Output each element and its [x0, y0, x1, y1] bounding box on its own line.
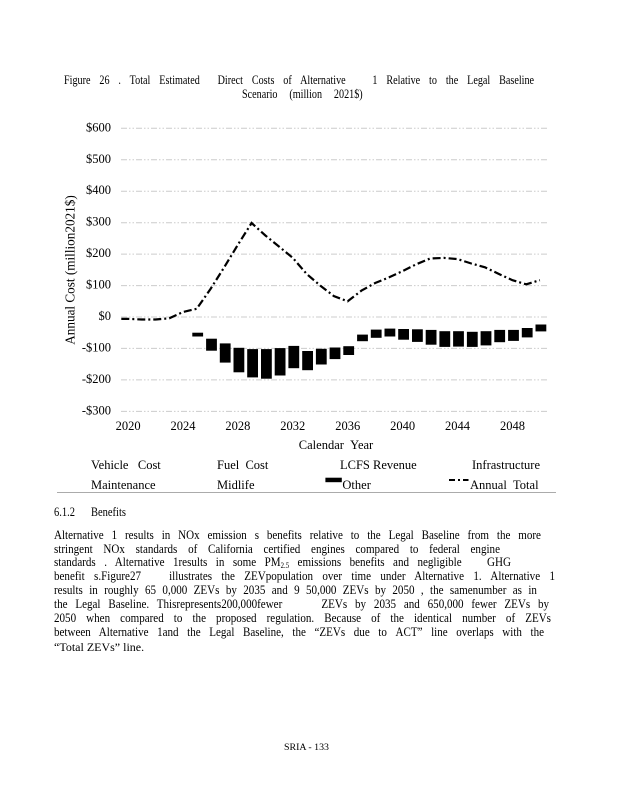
svg-text:$500: $500 — [86, 152, 111, 166]
svg-text:$300: $300 — [86, 215, 111, 229]
svg-text:$200: $200 — [86, 246, 111, 260]
svg-text:2040: 2040 — [390, 419, 415, 433]
svg-text:LCFS Revenue: LCFS Revenue — [340, 458, 417, 472]
svg-text:Midlife: Midlife — [217, 478, 255, 492]
svg-text:Vehicle Cost: Vehicle Cost — [91, 458, 161, 472]
svg-text:Maintenance: Maintenance — [91, 478, 156, 492]
svg-text:-$200: -$200 — [82, 372, 111, 386]
svg-text:Annual Cost (million2021$): Annual Cost (million2021$) — [63, 195, 78, 344]
svg-text:2044: 2044 — [445, 419, 471, 433]
svg-text:Other: Other — [342, 478, 371, 492]
svg-text:-$100: -$100 — [82, 340, 111, 354]
svg-text:2048: 2048 — [500, 419, 525, 433]
svg-text:$0: $0 — [99, 309, 112, 323]
svg-text:2020: 2020 — [116, 419, 141, 433]
svg-text:2036: 2036 — [335, 419, 360, 433]
svg-text:Fuel Cost: Fuel Cost — [217, 458, 269, 472]
svg-text:$600: $600 — [86, 120, 111, 134]
svg-text:2024: 2024 — [171, 419, 197, 433]
svg-text:Calendar Year: Calendar Year — [299, 438, 374, 452]
svg-text:$100: $100 — [86, 278, 111, 292]
svg-text:2028: 2028 — [225, 419, 250, 433]
svg-text:$400: $400 — [86, 183, 111, 197]
svg-text:Annual Total: Annual Total — [470, 478, 539, 492]
svg-text:-$300: -$300 — [82, 403, 111, 417]
svg-text:Infrastructure: Infrastructure — [472, 458, 540, 472]
svg-text:2032: 2032 — [280, 419, 305, 433]
